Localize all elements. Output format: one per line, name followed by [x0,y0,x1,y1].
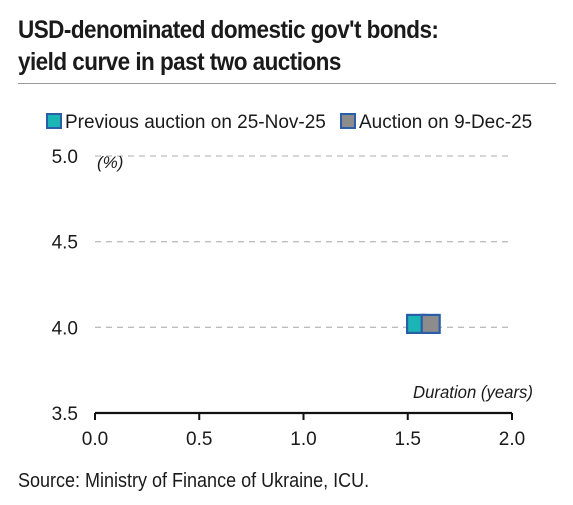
chart-title-line-2: yield curve in past two auctions [18,48,341,76]
source-note: Source: Ministry of Finance of Ukraine, … [18,470,370,492]
legend-label-2: Auction on 9-Dec-25 [359,112,532,133]
yield-curve-chart: Previous auction on 25-Nov-25 Auction on … [46,112,533,450]
x-tick-label: 1.5 [395,429,421,450]
axes: 0.0 0.5 1.0 1.5 2.0 3.5 4.0 4.5 5.0 (%) Duration (… [52,147,533,450]
chart-title: USD-denominated domestic gov't bonds: yi… [18,14,504,78]
y-tick-label: 3.5 [52,404,78,425]
legend-label-1: Previous auction on 25-Nov-25 [65,112,326,133]
legend-swatch-1 [46,113,62,129]
legend-swatch-2 [340,113,356,129]
y-axis-label: (%) [97,153,123,172]
y-tick-label: 4.0 [52,318,78,339]
x-axis-label: Duration (years) [413,381,533,402]
data-marks [405,313,441,335]
gridlines [95,155,512,328]
x-tick-label: 0.0 [82,429,108,450]
x-tick-label: 2.0 [499,429,525,450]
y-tick-label: 5.0 [52,147,78,168]
title-divider [18,83,556,84]
x-tick-label: 0.5 [186,429,212,450]
y-tick-label: 4.5 [52,233,78,254]
data-point-series-2-1 [420,313,441,335]
x-tick-label: 1.0 [290,429,316,450]
chart-title-line-1: USD-denominated domestic gov't bonds: [18,16,439,44]
legend: Previous auction on 25-Nov-25 Auction on … [46,112,532,133]
